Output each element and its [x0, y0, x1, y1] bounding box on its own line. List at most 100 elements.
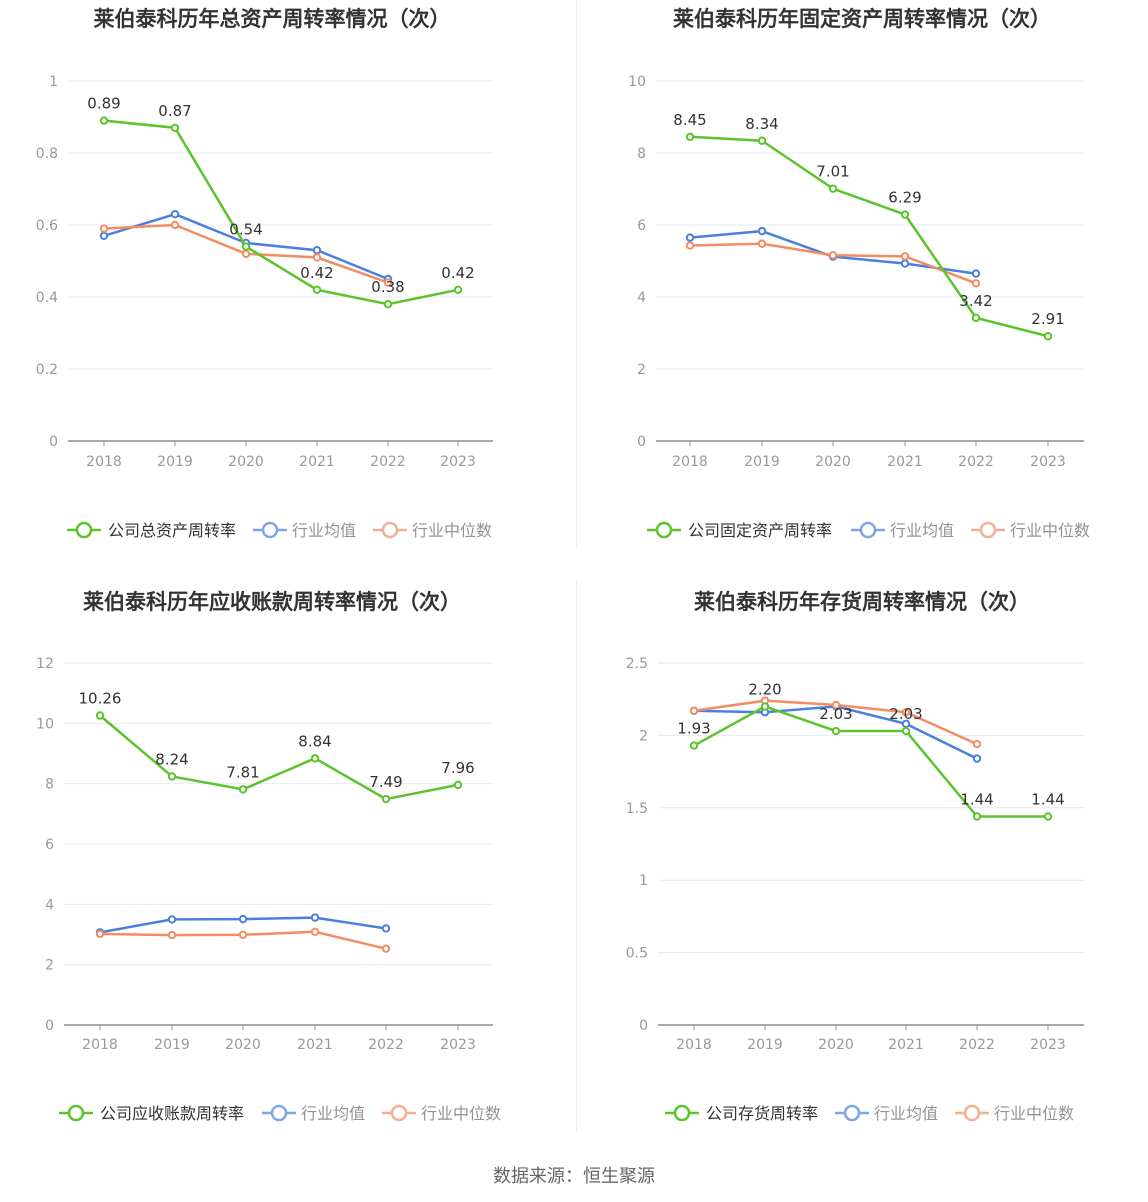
- data-point-company: [241, 242, 251, 251]
- data-point-avg: [900, 259, 910, 268]
- series-line-company: [689, 135, 1049, 338]
- data-point-median: [971, 279, 981, 288]
- data-point-company: [95, 711, 105, 720]
- data-label: 0.54: [229, 221, 262, 239]
- data-label: 1.93: [677, 720, 710, 738]
- x-tick-label: 2021: [299, 454, 335, 470]
- data-point-company: [238, 785, 248, 794]
- legend-marker: [979, 521, 997, 539]
- x-tick-label: 2021: [297, 1037, 333, 1053]
- data-label: 2.20: [748, 680, 781, 698]
- data-point-company: [971, 313, 981, 323]
- data-label: 8.34: [745, 115, 778, 133]
- data-point-company: [972, 812, 982, 821]
- data-point-avg: [972, 754, 982, 763]
- chart-title: 莱伯泰科历年总资产周转率情况（次）: [94, 7, 451, 31]
- legend-marker: [655, 521, 673, 539]
- x-tick-label: 2018: [86, 454, 122, 470]
- series-line-median: [689, 242, 977, 285]
- data-point-median: [972, 739, 982, 749]
- legend-item-company: 公司总资产周转率: [67, 521, 236, 540]
- chart-panel-3: 莱伯泰科历年应收账款周转率情况（次） 0 2 4 6 8 10 12 2018 2019 2020 2…: [36, 590, 501, 1123]
- x-tick-label: 2018: [672, 454, 708, 470]
- series-line-company: [693, 705, 1048, 818]
- data-point-median: [99, 224, 109, 233]
- chart-panel-4: 莱伯泰科历年存货周转率情况（次） 0 0.5 1 1.5 2 2.5 2018 2019 2020…: [626, 590, 1084, 1123]
- legend-item-median: 行业中位数: [373, 521, 492, 540]
- legend-marker: [270, 1104, 288, 1122]
- data-point-company: [900, 210, 910, 219]
- data-point-company: [383, 300, 393, 309]
- chart-title: 莱伯泰科历年应收账款周转率情况（次）: [83, 590, 461, 614]
- data-label: 7.01: [816, 163, 849, 181]
- legend-marker: [261, 521, 279, 539]
- series-line-company: [103, 119, 459, 306]
- legend-label: 行业均值: [301, 1104, 365, 1123]
- data-label: 1.44: [1031, 790, 1064, 808]
- y-tick-label: 8: [45, 777, 54, 793]
- x-tick-label: 2020: [228, 454, 264, 470]
- y-tick-label: 1: [49, 74, 58, 90]
- x-tick-label: 2022: [958, 454, 994, 470]
- y-tick-label: 2: [637, 362, 646, 378]
- chart-panel-1: 莱伯泰科历年总资产周转率情况（次） 0 0.2 0.4 0.6 0.8 1 2018 2019 2…: [36, 7, 493, 540]
- data-label: 8.84: [298, 732, 331, 750]
- y-tick-label: 0.2: [36, 362, 58, 378]
- legend-marker: [75, 521, 93, 539]
- data-label: 8.45: [673, 111, 706, 129]
- legend-label: 行业均值: [292, 521, 356, 540]
- y-tick-label: 12: [36, 656, 54, 672]
- data-point-avg: [312, 246, 322, 255]
- data-label: 7.49: [369, 773, 402, 791]
- legend-item-avg: 行业均值: [835, 1104, 938, 1123]
- legend-item-avg: 行业均值: [851, 521, 954, 540]
- legend-marker: [390, 1104, 408, 1122]
- data-label: 2.03: [819, 705, 852, 723]
- x-tick-label: 2018: [82, 1037, 118, 1053]
- legend-label: 行业均值: [874, 1104, 938, 1123]
- legend-label: 公司存货周转率: [706, 1104, 818, 1123]
- data-point-company: [831, 726, 841, 736]
- y-tick-label: 4: [45, 897, 54, 913]
- y-tick-label: 6: [637, 218, 646, 234]
- y-tick-label: 10: [628, 74, 646, 90]
- x-tick-label: 2023: [440, 1037, 476, 1053]
- x-tick-label: 2023: [1030, 1037, 1066, 1053]
- data-point-avg: [757, 226, 767, 236]
- y-tick-label: 2: [639, 728, 648, 744]
- data-point-company: [453, 780, 463, 790]
- y-tick-label: 1: [639, 873, 648, 889]
- data-label: 6.29: [888, 189, 921, 207]
- data-label: 0.38: [371, 278, 404, 296]
- x-tick-label: 2021: [887, 454, 923, 470]
- data-point-avg: [99, 231, 109, 241]
- legend-marker: [963, 1104, 981, 1122]
- y-tick-label: 8: [637, 146, 646, 162]
- y-tick-label: 6: [45, 837, 54, 853]
- legend-item-company: 公司固定资产周转率: [647, 521, 832, 540]
- chart-panel-2: 莱伯泰科历年固定资产周转率情况（次） 0 2 4 6 8 10 2018 2019 2020 202…: [628, 7, 1090, 540]
- chart-title: 莱伯泰科历年存货周转率情况（次）: [694, 590, 1030, 614]
- y-tick-label: 2.5: [626, 656, 648, 672]
- data-label: 2.91: [1031, 310, 1064, 328]
- data-point-median: [901, 708, 911, 717]
- y-tick-label: 10: [36, 716, 54, 732]
- legend-label: 公司固定资产周转率: [688, 521, 832, 540]
- data-point-company: [901, 726, 911, 736]
- y-tick-label: 2: [45, 958, 54, 974]
- data-point-median: [310, 927, 320, 936]
- data-point-median: [689, 706, 699, 715]
- data-label: 0.87: [158, 102, 191, 120]
- x-tick-label: 2023: [440, 454, 476, 470]
- data-label: 7.81: [226, 763, 259, 781]
- data-point-median: [95, 929, 105, 939]
- data-point-avg: [685, 233, 695, 242]
- x-tick-label: 2022: [959, 1037, 995, 1053]
- legend-marker: [859, 521, 877, 539]
- legend-marker: [67, 1104, 85, 1122]
- data-point-median: [167, 930, 177, 940]
- legend-item-median: 行业中位数: [382, 1104, 501, 1123]
- legend-item-company: 公司应收账款周转率: [59, 1104, 244, 1123]
- data-point-avg: [170, 210, 180, 219]
